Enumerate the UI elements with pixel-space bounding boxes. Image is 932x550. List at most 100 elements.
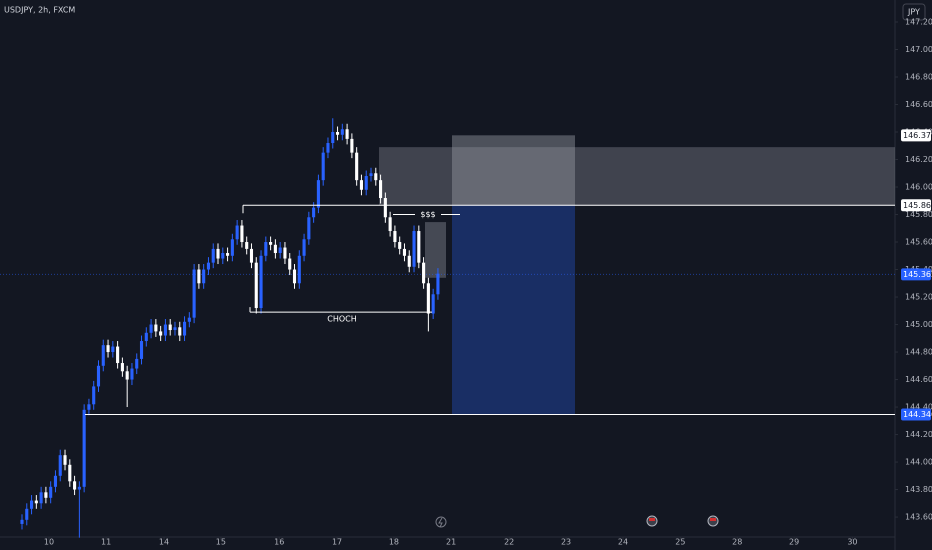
candle-body [436, 273, 440, 295]
candle-body [120, 363, 124, 372]
candle-body [292, 269, 297, 284]
y-tick-label: 144.400 [905, 403, 932, 412]
x-tick-label: 30 [847, 538, 857, 547]
candle-body [34, 500, 38, 504]
candle-body [398, 242, 402, 249]
y-tick-label: 145.800 [905, 210, 932, 219]
candle-body [116, 346, 120, 364]
candle-body [111, 346, 115, 353]
x-tick-label: 28 [732, 538, 742, 547]
candle-body [249, 248, 254, 263]
y-tick-label: 143.600 [905, 513, 932, 522]
x-tick-label: 11 [101, 538, 111, 547]
candle-body [192, 269, 196, 318]
candle-body [426, 283, 430, 314]
event-icons [435, 515, 719, 528]
candle-body [187, 317, 191, 322]
chart-title: USDJPY, 2h, FXCM [4, 6, 75, 15]
x-tick-label: 14 [159, 538, 169, 547]
candle-body [335, 132, 340, 135]
candle-body [159, 331, 163, 336]
y-tick-label: 144.200 [905, 430, 932, 439]
candle-body [402, 248, 407, 256]
x-tick-label: 24 [618, 538, 628, 547]
candle-body [182, 321, 187, 336]
candle-body [25, 508, 29, 520]
candle-body [44, 492, 48, 498]
candle-body [393, 231, 397, 243]
candle-body [173, 327, 177, 331]
candle-body [374, 173, 378, 181]
candle-body [259, 255, 263, 309]
candle-body [197, 269, 201, 284]
candle-body [30, 500, 34, 509]
candle-body [302, 239, 306, 256]
supply-zone [379, 147, 895, 206]
y-tick-label: 146.600 [905, 100, 932, 109]
candle-body [58, 455, 62, 476]
candle-body [77, 486, 81, 490]
y-tick-label: 146.000 [905, 183, 932, 192]
candle-body [412, 231, 416, 267]
y-tick-label: 145.600 [905, 238, 932, 247]
candle-body [130, 368, 134, 380]
candle-body [235, 225, 239, 240]
target-zone [452, 205, 575, 415]
candle-body [350, 138, 354, 153]
x-tick-label: 15 [216, 538, 226, 547]
y-tick-label: 145.200 [905, 293, 932, 302]
y-tick-label: 144.600 [905, 375, 932, 384]
stop-zone [452, 135, 575, 206]
liquidity-label: $$$ [420, 210, 435, 219]
x-tick-label: 25 [675, 538, 685, 547]
y-tick-label: 147.000 [905, 45, 932, 54]
y-tick-label: 143.800 [905, 485, 932, 494]
candle-body [245, 242, 249, 249]
currency-label[interactable]: JPY [907, 8, 920, 17]
candle-body [149, 324, 153, 333]
flag-stripe [649, 518, 655, 521]
candle-body [431, 294, 435, 314]
candle-body [68, 464, 72, 482]
candle-body [106, 345, 110, 353]
candle-body [135, 358, 139, 369]
dividend-icon[interactable] [435, 516, 447, 528]
x-tick-label: 22 [504, 538, 514, 547]
candle-body [92, 386, 96, 405]
candle-body [369, 173, 373, 177]
y-tick-label: 146.800 [905, 73, 932, 82]
candle-body [345, 129, 349, 139]
y-tick-label: 144.800 [905, 348, 932, 357]
price-label: 146.376 [903, 131, 932, 140]
price-label-box [901, 268, 931, 281]
candle-body [216, 248, 220, 259]
x-tick-label: 23 [561, 538, 571, 547]
candle-body [422, 262, 426, 284]
candle-body [202, 269, 206, 284]
candle-body [407, 255, 411, 267]
candle-body [254, 262, 258, 309]
x-tick-label: 18 [389, 538, 399, 547]
candle-body [321, 152, 325, 181]
candle-body [364, 176, 368, 190]
candle-body [240, 225, 244, 243]
x-tick-label: 21 [446, 538, 456, 547]
candle-body [230, 239, 234, 256]
candle-body [101, 345, 105, 366]
candle-body [312, 207, 316, 218]
lightning [438, 517, 443, 528]
candle-body [278, 247, 282, 254]
candle-body [288, 258, 292, 270]
candle-body [269, 242, 273, 245]
candle-body [316, 180, 320, 208]
range-box [425, 222, 446, 278]
price-label: 145.867 [903, 201, 932, 210]
candle-body [87, 404, 91, 410]
candle-body [125, 371, 129, 380]
candle-body [168, 324, 172, 331]
candle-body [82, 409, 86, 487]
price-label-box [901, 199, 931, 212]
currency-button[interactable] [902, 3, 926, 21]
